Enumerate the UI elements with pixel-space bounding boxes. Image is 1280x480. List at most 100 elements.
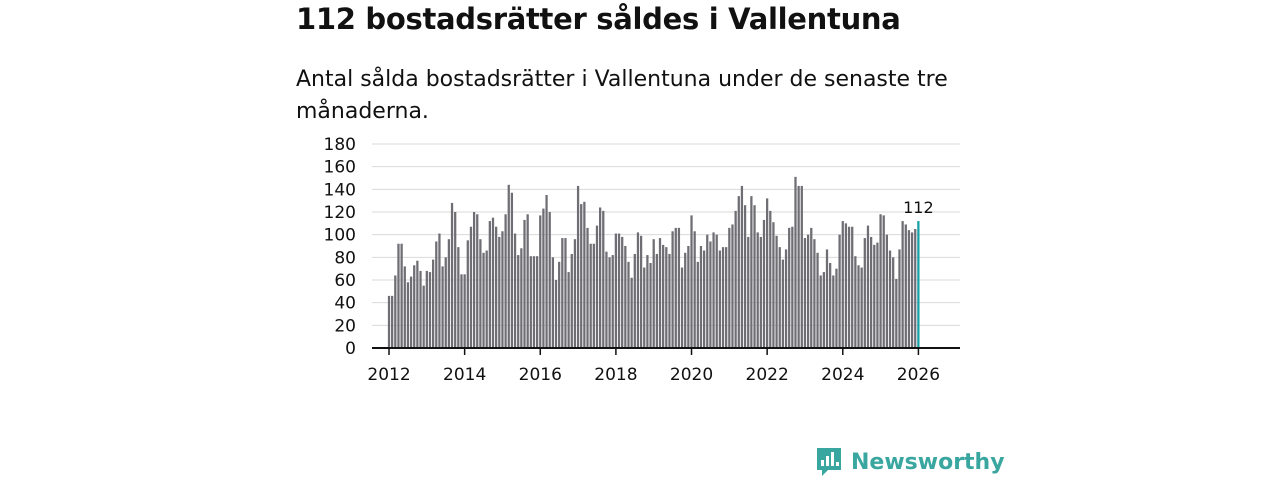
bar xyxy=(602,210,605,348)
bar xyxy=(624,246,627,348)
bar xyxy=(721,247,725,348)
bar xyxy=(857,265,860,348)
bar xyxy=(435,241,438,348)
brand-name: Newsworthy xyxy=(851,449,1005,475)
bar xyxy=(621,236,624,348)
bar xyxy=(851,226,854,348)
bar xyxy=(718,250,722,348)
bar xyxy=(709,241,712,348)
bar xyxy=(542,208,545,348)
bar xyxy=(627,261,630,348)
x-axis-ticks: 2012 2014 2016 2018 2020 2022 2024 2026 xyxy=(367,348,940,385)
bar xyxy=(687,246,690,348)
bar xyxy=(759,236,762,348)
bar xyxy=(658,238,662,348)
bar xyxy=(586,227,589,348)
y-tick-label: 160 xyxy=(324,158,356,178)
bar xyxy=(419,270,422,348)
bar xyxy=(441,266,444,348)
bar xyxy=(702,250,706,348)
bar xyxy=(649,263,652,348)
bar xyxy=(841,221,844,348)
bar xyxy=(715,234,718,348)
bar xyxy=(498,236,501,348)
bar xyxy=(806,234,810,348)
x-tick-label: 2022 xyxy=(746,365,789,385)
bar xyxy=(422,285,425,348)
bar xyxy=(447,239,451,348)
bar xyxy=(860,267,863,348)
bar xyxy=(599,207,602,348)
bar xyxy=(406,282,410,348)
bar xyxy=(835,268,838,348)
bar xyxy=(450,202,454,348)
x-tick-label: 2026 xyxy=(897,365,940,385)
bar xyxy=(898,249,901,348)
bar xyxy=(725,247,728,348)
bar xyxy=(655,253,658,348)
bar xyxy=(583,201,586,348)
bar xyxy=(829,263,832,348)
bar xyxy=(513,233,517,348)
bar xyxy=(391,295,394,348)
bar xyxy=(570,253,573,348)
bar xyxy=(901,221,904,348)
last-value-label: 112 xyxy=(903,198,934,217)
bar xyxy=(636,232,640,348)
bar xyxy=(876,242,879,348)
bar xyxy=(706,234,709,348)
newsworthy-brand[interactable]: Newsworthy xyxy=(815,446,1005,478)
bar xyxy=(454,212,457,348)
bar xyxy=(561,238,564,348)
bar xyxy=(472,212,476,348)
bar xyxy=(595,225,599,348)
bar xyxy=(731,224,734,348)
bar xyxy=(907,230,911,348)
bar xyxy=(397,243,400,348)
bar xyxy=(529,256,532,348)
bar xyxy=(567,272,570,348)
bar xyxy=(844,223,848,348)
bar xyxy=(633,253,636,348)
bar xyxy=(803,238,807,348)
bar xyxy=(737,196,740,348)
bar xyxy=(608,257,611,348)
bar xyxy=(589,243,592,348)
bar xyxy=(501,231,504,348)
bar xyxy=(794,176,797,348)
bar xyxy=(507,184,510,348)
bar xyxy=(665,247,668,348)
bar xyxy=(866,225,870,348)
bar xyxy=(592,243,595,348)
bar xyxy=(879,214,882,348)
bar xyxy=(551,257,554,348)
bar xyxy=(469,226,473,348)
bar xyxy=(517,255,520,348)
bar xyxy=(425,270,428,348)
bar xyxy=(668,253,671,348)
bar xyxy=(797,185,800,348)
bar xyxy=(643,267,646,348)
bar xyxy=(838,234,841,348)
bar xyxy=(394,275,397,348)
bar xyxy=(873,244,876,348)
bar xyxy=(914,229,917,348)
bar xyxy=(854,256,857,348)
bar xyxy=(772,222,775,348)
bar xyxy=(611,255,614,348)
x-tick-label: 2014 xyxy=(443,365,486,385)
y-tick-label: 180 xyxy=(324,135,356,155)
bar xyxy=(558,261,561,348)
bar xyxy=(816,252,819,348)
bar xyxy=(699,246,703,348)
bar xyxy=(895,278,898,348)
bar xyxy=(784,249,788,348)
bar xyxy=(775,235,778,348)
bar xyxy=(545,195,548,348)
bar xyxy=(674,227,677,348)
bar xyxy=(438,233,441,348)
bar xyxy=(548,212,551,348)
bar xyxy=(677,227,681,348)
